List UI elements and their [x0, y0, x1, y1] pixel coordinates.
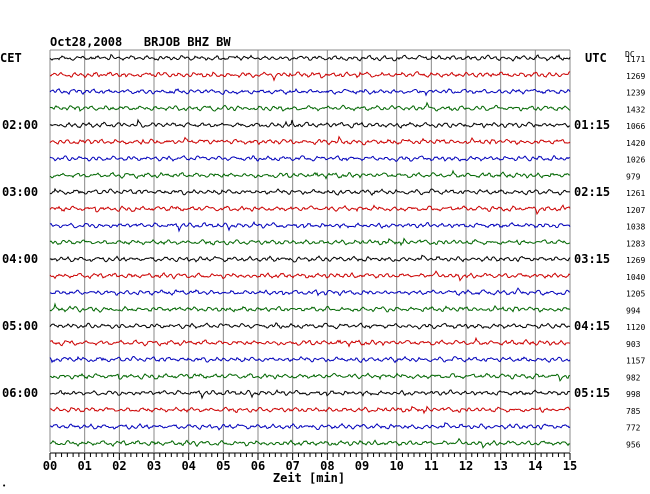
- trace-row-13: [49, 270, 571, 282]
- dc-value-11: 1283: [626, 239, 645, 248]
- dc-value-7: 979: [626, 172, 641, 181]
- trace-row-23: [49, 437, 571, 449]
- trace-row-15: [49, 302, 571, 313]
- x-tick-label-00: 00: [43, 459, 57, 473]
- trace-row-5: [49, 135, 571, 146]
- dc-value-9: 1207: [626, 206, 645, 215]
- trace-row-10: [49, 220, 571, 233]
- dc-value-0: 1171: [626, 55, 645, 64]
- utc-time-label-16: 04:15: [574, 319, 610, 333]
- trace-row-17: [49, 336, 571, 348]
- corner-mark: •: [2, 482, 6, 490]
- x-axis: 00 01 02 03 04 05 06 07 08 09 10 11 12 13 14 15: [43, 452, 577, 473]
- dc-value-23: 956: [626, 440, 641, 449]
- cet-time-label-16: 05:00: [2, 319, 38, 333]
- trace-row-20: [49, 389, 571, 400]
- trace-row-8: [49, 187, 571, 196]
- dc-value-13: 1040: [626, 273, 645, 282]
- trace-row-3: [49, 101, 571, 112]
- dc-value-12: 1269: [626, 256, 645, 265]
- labels: 1171 1269 1239 1432 1066 1420 1026 979 1261 1207 1…: [2, 55, 645, 449]
- trace-row-18: [49, 355, 571, 364]
- chart-title: Oct28,2008 BRJOB BHZ BW: [50, 35, 231, 49]
- dc-value-6: 1026: [626, 156, 645, 165]
- dc-value-18: 1157: [626, 357, 645, 366]
- dc-value-15: 994: [626, 306, 641, 315]
- trace-row-2: [49, 88, 571, 97]
- trace-row-4: [49, 118, 571, 129]
- x-tick-label-08: 08: [320, 459, 334, 473]
- x-tick-label-10: 10: [389, 459, 403, 473]
- trace-row-1: [49, 71, 571, 82]
- dc-value-10: 1038: [626, 223, 645, 232]
- left-axis-label: CET: [0, 51, 22, 65]
- dc-value-22: 772: [626, 424, 641, 433]
- dc-value-14: 1205: [626, 290, 645, 299]
- cet-time-label-12: 04:00: [2, 252, 38, 266]
- x-tick-label-04: 04: [181, 459, 195, 473]
- trace-row-19: [49, 372, 571, 382]
- dc-value-1: 1269: [626, 72, 645, 81]
- x-tick-label-14: 14: [528, 459, 542, 473]
- utc-time-label-4: 01:15: [574, 118, 610, 132]
- trace-row-6: [49, 154, 571, 163]
- minute-grid: [49, 49, 571, 452]
- x-tick-label-09: 09: [355, 459, 369, 473]
- cet-time-label-4: 02:00: [2, 118, 38, 132]
- x-tick-label-11: 11: [424, 459, 438, 473]
- dc-value-19: 982: [626, 373, 641, 382]
- x-tick-label-07: 07: [285, 459, 299, 473]
- x-tick-label-01: 01: [77, 459, 91, 473]
- utc-time-label-8: 02:15: [574, 185, 610, 199]
- trace-row-12: [49, 254, 571, 263]
- x-tick-label-03: 03: [147, 459, 161, 473]
- trace-row-11: [49, 237, 571, 247]
- dc-value-5: 1420: [626, 139, 645, 148]
- x-tick-label-15: 15: [563, 459, 577, 473]
- utc-time-label-20: 05:15: [574, 386, 610, 400]
- right-axis-label: UTC: [585, 51, 607, 65]
- trace-row-16: [49, 322, 571, 330]
- trace-row-14: [49, 287, 571, 297]
- trace-row-9: [49, 204, 571, 216]
- cet-time-label-8: 03:00: [2, 185, 38, 199]
- trace-row-22: [49, 422, 571, 431]
- utc-time-label-12: 03:15: [574, 252, 610, 266]
- dc-label: DC: [625, 50, 635, 59]
- x-tick-label-13: 13: [493, 459, 507, 473]
- x-tick-label-05: 05: [216, 459, 230, 473]
- trace-row-0: [49, 53, 571, 62]
- dc-value-2: 1239: [626, 89, 645, 98]
- trace-row-7: [49, 169, 571, 180]
- cet-time-label-20: 06:00: [2, 386, 38, 400]
- trace-lines: [49, 53, 571, 449]
- dc-value-20: 998: [626, 390, 641, 399]
- dc-value-17: 903: [626, 340, 641, 349]
- x-axis-label: Zeit [min]: [273, 471, 345, 485]
- x-tick-label-06: 06: [251, 459, 265, 473]
- trace-row-21: [49, 405, 571, 415]
- dc-value-3: 1432: [626, 105, 645, 114]
- x-tick-label-12: 12: [459, 459, 473, 473]
- dc-value-21: 785: [626, 407, 641, 416]
- dc-value-4: 1066: [626, 122, 645, 131]
- x-tick-label-02: 02: [112, 459, 126, 473]
- dc-value-16: 1120: [626, 323, 645, 332]
- dc-value-8: 1261: [626, 189, 645, 198]
